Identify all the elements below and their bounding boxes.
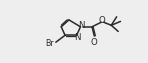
Text: N: N	[74, 33, 81, 42]
Text: N: N	[78, 21, 85, 30]
Text: Br: Br	[45, 39, 54, 48]
Text: O: O	[99, 16, 105, 25]
Text: O: O	[90, 38, 97, 47]
